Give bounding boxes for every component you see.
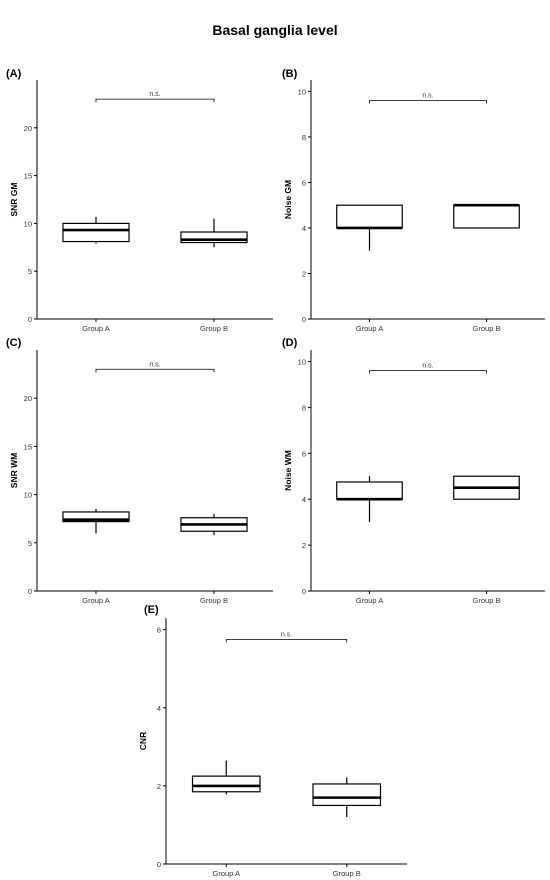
panel-b: (B) 0 2 4 6 8 10 Noise GM Group A Group B n.s. [282, 68, 545, 333]
y-tick-label: 6 [302, 449, 306, 458]
x-tick-label: Group B [200, 324, 228, 333]
significance-bracket [369, 100, 487, 104]
y-tick-label: 10 [298, 87, 306, 96]
y-tick-label: 8 [302, 403, 306, 412]
y-tick-label: 15 [24, 172, 32, 181]
y-axis-label: SNR GM [9, 183, 19, 217]
figure-title: Basal ganglia level [212, 22, 338, 38]
y-tick-label: 4 [302, 495, 306, 504]
y-tick-label: 15 [24, 442, 32, 451]
y-tick-label: 6 [157, 626, 161, 635]
y-tick-label: 0 [28, 315, 32, 324]
significance-label: n.s. [281, 631, 292, 638]
box-group-b [180, 231, 248, 244]
y-tick-label: 0 [28, 587, 32, 596]
panel-e: (E) 0 2 4 6 CNR Group A Group B n.s. [138, 604, 407, 878]
significance-bracket [95, 368, 215, 373]
significance-label: n.s. [149, 91, 160, 98]
x-tick-label: Group B [200, 596, 228, 605]
y-tick-label: 8 [302, 133, 306, 142]
y-tick-label: 2 [157, 782, 161, 791]
box-group-a [336, 204, 403, 229]
y-axis-label: Noise GM [283, 180, 293, 219]
significance-bracket [225, 639, 348, 643]
y-tick-label: 0 [157, 860, 161, 869]
panel-a: (A) 0 5 10 15 20 SNR GM Group A Group B n.s. [6, 68, 273, 333]
significance-label: n.s. [422, 92, 433, 99]
significance-bracket [369, 370, 487, 374]
panel-tag: (A) [6, 68, 22, 80]
x-tick-label: Group A [82, 596, 110, 605]
box-group-b [453, 204, 520, 229]
y-tick-label: 10 [24, 219, 32, 228]
x-tick-label: Group A [212, 869, 240, 878]
panel-tag: (B) [282, 68, 298, 80]
y-tick-label: 5 [28, 267, 32, 276]
significance-bracket [95, 98, 215, 103]
x-tick-label: Group A [356, 324, 384, 333]
x-tick-label: Group A [82, 324, 110, 333]
x-tick-label: Group B [333, 869, 361, 878]
x-tick-label: Group A [356, 596, 384, 605]
y-tick-label: 0 [302, 587, 306, 596]
box-group-b [312, 783, 382, 807]
panel-tag: (D) [282, 337, 298, 349]
y-tick-label: 20 [24, 394, 32, 403]
box-group-a [336, 481, 403, 500]
y-tick-label: 4 [302, 224, 306, 233]
significance-label: n.s. [149, 361, 160, 368]
y-tick-label: 2 [302, 541, 306, 550]
box-group-a [62, 511, 130, 523]
y-tick-label: 4 [157, 704, 161, 713]
panel-tag: (C) [6, 337, 22, 349]
y-tick-label: 0 [302, 315, 306, 324]
panel-c: (C) 0 5 10 15 20 SNR WM Group A Group B n.s. [6, 337, 273, 605]
x-tick-label: Group B [473, 596, 501, 605]
y-tick-label: 10 [24, 491, 32, 500]
y-tick-label: 6 [302, 178, 306, 187]
y-axis-label: SNR WM [9, 453, 19, 488]
y-tick-label: 5 [28, 539, 32, 548]
box-group-a [62, 222, 130, 243]
panel-tag: (E) [144, 604, 159, 616]
panel-d: (D) 0 2 4 6 8 10 Noise WM Group A Group B n.s. [282, 337, 545, 605]
box-group-a [191, 775, 261, 793]
y-axis-label: CNR [138, 732, 148, 750]
y-tick-label: 2 [302, 269, 306, 278]
x-tick-label: Group B [473, 324, 501, 333]
y-axis-label: Noise WM [283, 450, 293, 491]
y-tick-label: 10 [298, 357, 306, 366]
significance-label: n.s. [422, 363, 433, 370]
y-tick-label: 20 [24, 124, 32, 133]
